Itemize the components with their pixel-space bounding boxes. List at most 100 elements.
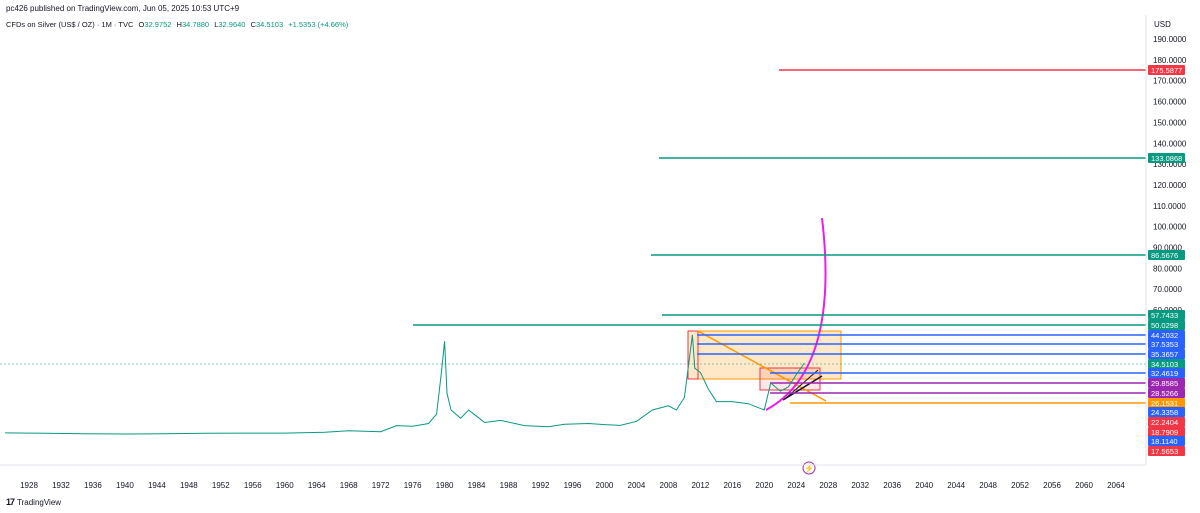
price-level-value: 18.1140 — [1151, 437, 1178, 446]
time-tick-label: 2012 — [691, 481, 709, 490]
price-level-value: 133.0868 — [1151, 154, 1182, 163]
time-tick-label: 1964 — [308, 481, 326, 490]
time-tick-label: 1972 — [372, 481, 390, 490]
time-tick-label: 2064 — [1107, 481, 1125, 490]
price-level-value: 50.0298 — [1151, 321, 1178, 330]
parabolic-arc[interactable] — [765, 217, 827, 411]
close-value: 34.5103 — [256, 20, 284, 29]
symbol-info-bar: CFDs on Silver (US$ / OZ) · 1M · TVC O32… — [6, 20, 351, 29]
price-level-badge — [1148, 398, 1185, 408]
price-tick-label: 100.0000 — [1153, 223, 1187, 232]
price-tick-label: 80.0000 — [1153, 264, 1182, 273]
price-level-value: 18.7909 — [1151, 428, 1178, 437]
price-level-value: 22.2404 — [1151, 418, 1178, 427]
price-level-value: 34.5103 — [1151, 360, 1178, 369]
time-tick-label: 1960 — [276, 481, 294, 490]
time-tick-label: 2028 — [819, 481, 837, 490]
price-level-badge — [1148, 427, 1185, 437]
price-level-badge — [1148, 65, 1185, 75]
price-level-value: 28.5266 — [1151, 389, 1178, 398]
price-level-value: 35.3657 — [1151, 350, 1178, 359]
price-series — [4, 334, 805, 435]
price-level-badge — [1148, 446, 1185, 456]
time-tick-label: 1932 — [52, 481, 70, 490]
price-level-value: 29.8585 — [1151, 379, 1178, 388]
red-box-right[interactable] — [759, 367, 821, 391]
price-level-badge — [1148, 407, 1185, 417]
red-box-left[interactable] — [687, 330, 699, 380]
price-level-value: 26.1531 — [1151, 399, 1178, 408]
price-level-value: 17.5653 — [1151, 447, 1178, 456]
close-label: C — [250, 20, 256, 29]
black-trendline[interactable] — [782, 375, 823, 401]
horizontal-lines[interactable] — [0, 69, 1146, 404]
price-level-badge — [1148, 339, 1185, 349]
time-axis[interactable]: 1928 1932 1936 1940 1944 1948 1952 1956 1960 1964… — [0, 464, 1146, 490]
publish-info: pc426 published on TradingView.com, Jun … — [6, 4, 240, 13]
price-tick-label: 160.0000 — [1153, 98, 1187, 107]
price-tick-label: 110.0000 — [1153, 202, 1186, 211]
price-tick-label: 170.0000 — [1153, 77, 1187, 86]
time-tick-label: 1968 — [340, 481, 358, 490]
price-level-value: 32.4619 — [1151, 369, 1178, 378]
orange-trendline[interactable] — [697, 330, 827, 402]
low-value: 32.9640 — [218, 20, 246, 29]
time-tick-label: 2024 — [787, 481, 805, 490]
price-level-badge — [1148, 310, 1185, 320]
price-level-badge — [1148, 153, 1185, 163]
price-tick-label: 70.0000 — [1153, 285, 1182, 294]
time-tick-label: 1936 — [84, 481, 102, 490]
time-tick-label: 2044 — [947, 481, 965, 490]
change-value: +1.5353 (+4.66%) — [288, 20, 349, 29]
price-tick-label: 180.0000 — [1153, 56, 1187, 65]
price-level-badge — [1148, 417, 1185, 427]
time-tick-label: 2004 — [628, 481, 646, 490]
time-tick-label: 2040 — [915, 481, 933, 490]
time-tick-label: 1992 — [532, 481, 550, 490]
time-tick-label: 2056 — [1043, 481, 1061, 490]
time-tick-label: 1976 — [404, 481, 422, 490]
price-tick-label: 140.0000 — [1153, 139, 1187, 148]
time-tick-label: 1996 — [564, 481, 582, 490]
price-level-badge — [1148, 250, 1185, 260]
open-label: O — [138, 20, 145, 29]
time-tick-label: 2000 — [596, 481, 614, 490]
lightning-glyph: ⚡ — [804, 463, 814, 473]
price-level-badge — [1148, 359, 1185, 369]
time-tick-label: 1956 — [244, 481, 262, 490]
time-tick-label: 2052 — [1011, 481, 1029, 490]
price-level-value: 24.3358 — [1151, 408, 1178, 417]
price-level-value: 57.7433 — [1151, 311, 1178, 320]
time-tick-label: 2016 — [723, 481, 741, 490]
price-tick-label: 190.0000 — [1153, 35, 1187, 44]
drawings-layer[interactable]: ⚡ — [687, 217, 842, 475]
time-tick-label: 1952 — [212, 481, 230, 490]
price-tick-label: 90.0000 — [1153, 244, 1182, 253]
time-tick-label: 2008 — [660, 481, 678, 490]
price-level-value: 44.2032 — [1151, 331, 1178, 340]
price-tick-label: 120.0000 — [1153, 181, 1187, 190]
price-level-badge — [1148, 349, 1185, 359]
high-value: 34.7880 — [181, 20, 210, 29]
time-tick-label: 1984 — [468, 481, 486, 490]
time-tick-label: 1928 — [20, 481, 38, 490]
open-value: 32.9752 — [144, 20, 172, 29]
time-tick-label: 1980 — [436, 481, 454, 490]
time-tick-label: 1988 — [500, 481, 518, 490]
price-tick-label: 130.0000 — [1153, 160, 1187, 169]
price-level-value: 37.5353 — [1151, 340, 1178, 349]
time-tick-label: 2036 — [883, 481, 901, 490]
lightning-icon[interactable] — [802, 461, 816, 475]
price-level-badge — [1148, 388, 1185, 398]
price-tick-label: 150.0000 — [1153, 118, 1187, 127]
time-tick-label: 1940 — [116, 481, 134, 490]
time-tick-label: 2060 — [1075, 481, 1093, 490]
tradingview-logo-icon: 17 — [6, 497, 15, 507]
price-level-badge — [1148, 368, 1185, 378]
price-level-value: 86.5676 — [1151, 251, 1178, 260]
time-tick-label: 1948 — [180, 481, 198, 490]
symbol-name[interactable]: CFDs on Silver (US$ / OZ) · 1M · TVC — [6, 20, 134, 29]
brand-name: TradingView — [17, 497, 62, 507]
time-tick-label: 2032 — [851, 481, 869, 490]
